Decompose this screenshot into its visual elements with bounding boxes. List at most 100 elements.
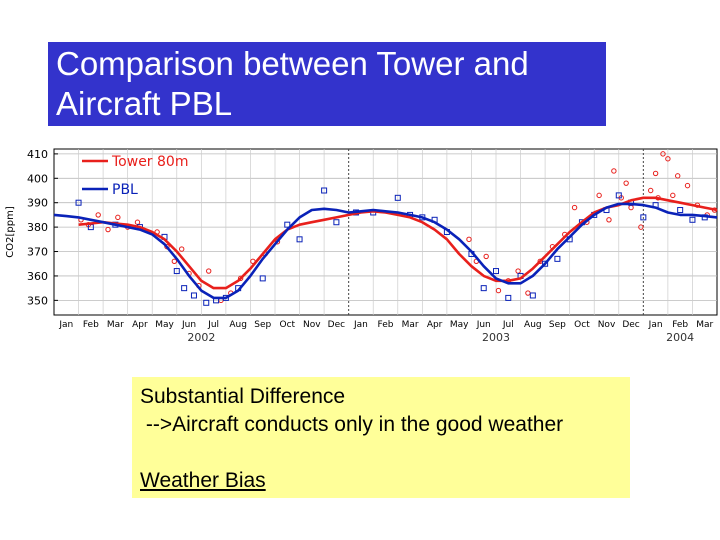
x-tick-label: Feb [672, 320, 688, 330]
aircraft-sample-point [554, 255, 561, 262]
tower-sample-point [648, 187, 654, 194]
x-tick-label: Jul [207, 320, 219, 330]
tower-sample-point [638, 224, 644, 230]
tower-sample-point [611, 168, 617, 174]
tower-sample-point [178, 246, 185, 252]
x-tick-label: Feb [378, 320, 394, 330]
x-tick-label: Aug [524, 320, 542, 330]
x-tick-label: Mar [402, 320, 419, 330]
x-tick-label: Jul [502, 320, 514, 330]
aircraft-sample-point [493, 268, 499, 275]
tower-sample-point [237, 275, 244, 282]
aircraft-sample-point [75, 199, 82, 206]
x-tick-label: Jan [58, 320, 73, 330]
year-label: 2002 [187, 331, 215, 344]
x-tick-label: Jun [476, 320, 491, 330]
tower-sample-point [571, 204, 578, 211]
x-tick-label: Sep [549, 320, 566, 330]
aircraft-sample-point [321, 187, 328, 194]
aircraft-sample-point [677, 207, 684, 214]
year-label: 2004 [666, 331, 694, 344]
tower-sample-point [95, 212, 101, 218]
legend-label: PBL [112, 182, 138, 198]
tower-sample-point [483, 253, 489, 260]
tower-sample-point [495, 287, 502, 294]
aircraft-sample-point [542, 260, 549, 267]
co2-chart: 350 360 370 380 390 400 410 Jan Feb Mar Apr May Jun J… [0, 145, 720, 355]
tower-sample-point [206, 268, 212, 274]
aircraft-sample-point [173, 268, 180, 275]
aircraft-sample-point [296, 236, 303, 243]
x-tick-label: Apr [132, 320, 148, 330]
tower-sample-point [665, 156, 671, 162]
plot-frame [53, 148, 718, 316]
aircraft-sample-point [284, 221, 291, 228]
grid-layer [53, 148, 718, 316]
axis-layer: 350 360 370 380 390 400 410 Jan Feb Mar Apr May Jun J… [5, 148, 714, 344]
x-tick-label: Mar [107, 320, 124, 330]
data-layer [53, 151, 718, 306]
chart-svg: 350 360 370 380 390 400 410 Jan Feb Mar Apr May Jun J… [5, 148, 718, 344]
aircraft-sample-point [333, 219, 340, 226]
x-tick-label: Feb [83, 320, 99, 330]
x-tick-label: Apr [427, 320, 443, 330]
pbl-line [53, 202, 718, 300]
y-tick-label: 410 [27, 148, 48, 161]
x-tick-label: Dec [622, 320, 639, 330]
tower-sample-point [171, 258, 178, 264]
aircraft-sample-point [181, 285, 188, 292]
aircraft-sample-point [615, 192, 622, 199]
y-tick-label: 360 [27, 270, 48, 283]
note-weather-bias: Weather Bias [140, 469, 266, 492]
x-tick-label: Nov [303, 320, 321, 330]
y-tick-label: 390 [27, 197, 48, 210]
slide-title: Comparison between Tower and Aircraft PB… [48, 42, 606, 126]
y-tick-label: 350 [27, 294, 48, 307]
tower-sample-point [105, 226, 111, 233]
tower-sample-point [115, 214, 121, 221]
tower-sample-point [466, 236, 472, 243]
x-tick-label: Oct [279, 320, 295, 330]
x-tick-label: Jan [353, 320, 368, 330]
x-tick-label: Jan [648, 320, 663, 330]
tower-sample-point [684, 182, 691, 189]
aircraft-sample-point [640, 214, 647, 221]
y-tick-label: 380 [27, 221, 48, 234]
legend-label: Tower 80m [111, 154, 188, 170]
x-tick-label: Aug [229, 320, 247, 330]
x-tick-label: May [155, 320, 174, 330]
note-box: Substantial Difference -->Aircraft condu… [132, 377, 630, 498]
year-label: 2003 [482, 331, 510, 344]
note-line-1: Substantial Difference [140, 385, 346, 408]
x-tick-label: May [450, 320, 469, 330]
tower-sample-point [670, 192, 676, 199]
x-tick-label: Oct [574, 320, 590, 330]
aircraft-sample-point [203, 299, 210, 306]
aircraft-sample-point [190, 292, 197, 299]
y-tick-label: 400 [27, 172, 48, 185]
legend: Tower 80m PBL [82, 154, 188, 198]
tower-sample-point [652, 170, 659, 177]
x-tick-label: Jun [181, 320, 196, 330]
aircraft-sample-point [689, 216, 696, 223]
y-axis-label: CO2[ppm] [5, 206, 16, 258]
tower-sample-point [623, 180, 629, 186]
aircraft-sample-point [505, 294, 512, 301]
tower-sample-point [675, 173, 681, 179]
aircraft-sample-point [394, 194, 401, 201]
aircraft-sample-point [480, 285, 487, 292]
note-line-3 [140, 439, 622, 467]
x-tick-label: Mar [696, 320, 713, 330]
aircraft-sample-point [259, 275, 266, 282]
tower-sample-point [660, 151, 666, 157]
x-tick-label: Nov [598, 320, 616, 330]
y-tick-label: 370 [27, 246, 48, 259]
x-tick-label: Dec [328, 320, 345, 330]
tower-sample-point [596, 192, 602, 199]
aircraft-sample-point [529, 292, 536, 299]
tower-sample-point [606, 217, 612, 223]
x-tick-label: Sep [254, 320, 271, 330]
title-line-1: Comparison between Tower and [56, 45, 529, 82]
note-line-2: -->Aircraft conducts only in the good we… [140, 413, 564, 436]
title-line-2: Aircraft PBL [56, 85, 233, 122]
